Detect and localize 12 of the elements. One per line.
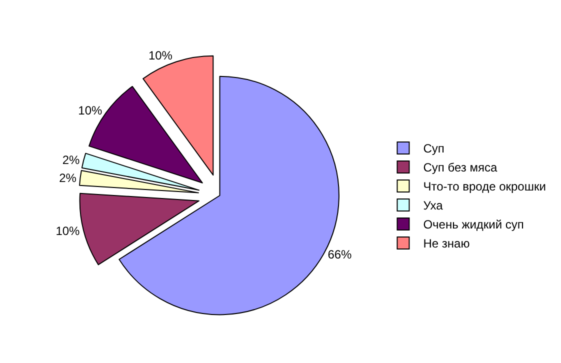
data-label: 10% — [148, 48, 173, 62]
legend-label: Суп без мяса — [423, 160, 498, 175]
legend-label: Уха — [423, 198, 444, 213]
data-label: 10% — [56, 224, 80, 238]
data-label: 2% — [62, 153, 80, 168]
data-label: 10% — [78, 103, 102, 118]
legend-label: Не знаю — [423, 236, 470, 251]
legend-label: Что-то вроде окрошки — [423, 180, 546, 194]
data-label: 2% — [59, 170, 77, 185]
data-label: 66% — [328, 248, 352, 262]
legend-label: Суп — [423, 142, 444, 156]
legend-label: Очень жидкий суп — [423, 218, 524, 232]
